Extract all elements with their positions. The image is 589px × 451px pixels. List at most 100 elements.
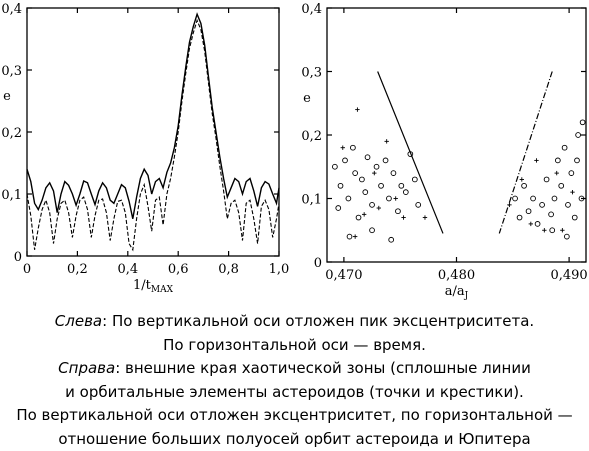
asteroid-circle-point: [337, 182, 344, 189]
asteroid-circle-point: [345, 195, 352, 202]
x-axis-label-subscript: J: [464, 291, 469, 300]
caption-left-label: Слева: [54, 312, 103, 330]
asteroid-circle-point: [530, 195, 536, 202]
asteroid-cross-point: [534, 158, 539, 163]
asteroid-circle-point: [551, 195, 558, 202]
asteroid-circle-point: [549, 227, 556, 234]
asteroid-circle-point: [411, 176, 418, 183]
caption-line-3: Справа: внешние края хаотической зоны (с…: [0, 357, 589, 381]
asteroid-cross-point: [384, 139, 389, 144]
asteroid-circle-point: [355, 214, 362, 221]
asteroid-circle-point: [388, 236, 395, 243]
asteroid-cross-point: [352, 234, 358, 239]
caption-line-6: отношение больших полуосей орбит астерои…: [58, 429, 531, 448]
asteroid-circle-point: [390, 170, 397, 176]
asteroid-circle-point: [516, 214, 523, 221]
y-tick-label: 0: [14, 250, 22, 265]
asteroid-circle-point: [398, 182, 405, 189]
x-tick-label: 0: [23, 262, 31, 277]
asteroid-circle-point: [364, 154, 371, 161]
asteroid-circle-point: [352, 170, 359, 176]
asteroid-cross-point: [393, 196, 398, 201]
asteroid-circle-point: [415, 202, 422, 208]
asteroid-circle-point: [402, 189, 409, 196]
chaotic-zone-edge-line: [377, 71, 444, 234]
asteroid-circle-point: [571, 214, 578, 221]
asteroid-cross-point: [355, 107, 360, 112]
series-dashed-line: [26, 18, 280, 252]
x-axis-label: a/aJ: [445, 284, 469, 300]
right-chart: 0 0,1 0,2 0,3 0,4 0,470 0,480 0,490 e a/aJ: [301, 2, 587, 300]
y-tick-label: 0,2: [301, 129, 322, 144]
asteroid-cross-point: [340, 145, 345, 150]
asteroid-circle-point: [564, 233, 570, 240]
asteroid-cross-point: [376, 205, 381, 211]
asteroid-circle-point: [561, 144, 568, 151]
asteroid-cross-point: [361, 212, 367, 217]
asteroid-circle-point: [350, 144, 356, 151]
asteroid-circle-point: [346, 233, 353, 240]
asteroid-cross-point: [401, 215, 406, 220]
asteroid-circle-point: [369, 227, 375, 234]
x-axis-label-main: a/a: [445, 284, 465, 299]
x-axis-label: 1/tMAX: [133, 278, 174, 295]
caption-line-1-text: : По вертикальной оси отложен пик эксцен…: [102, 312, 535, 330]
asteroid-cross-point: [528, 221, 534, 227]
asteroid-circle-point: [373, 163, 380, 170]
asteroid-cross-point: [422, 215, 428, 220]
asteroid-circle-point: [386, 195, 392, 202]
asteroid-circle-point: [362, 189, 369, 196]
asteroid-cross-point: [554, 170, 559, 176]
x-tick-label: 0,4: [117, 262, 138, 277]
asteroid-circle-point: [407, 151, 414, 157]
asteroid-cross-point: [507, 202, 512, 208]
x-tick-label: 0,6: [168, 262, 189, 277]
asteroid-circle-point: [382, 157, 389, 164]
asteroid-circle-point: [369, 202, 375, 208]
asteroid-circle-point: [534, 221, 541, 227]
asteroid-cross-point: [372, 170, 377, 176]
asteroid-circle-point: [332, 163, 338, 170]
asteroid-circle-point: [568, 170, 575, 176]
asteroid-cross-point: [570, 189, 575, 195]
asteroid-circle-point: [539, 202, 545, 208]
x-tick-label: 0,2: [67, 262, 88, 277]
y-axis-label: e: [303, 91, 311, 106]
y-axis-label: e: [3, 89, 11, 104]
y-tick-label: 0,1: [301, 193, 322, 208]
asteroid-circle-point: [548, 211, 554, 218]
y-tick-label: 0,4: [301, 2, 322, 17]
asteroid-circle-point: [521, 182, 527, 189]
asteroid-circle-point: [565, 202, 571, 208]
asteroid-circle-point: [579, 119, 586, 126]
x-axis-label-main: 1/t: [133, 278, 152, 293]
caption-line-2: По горизонтальной оси — время.: [163, 335, 426, 354]
asteroid-circle-point: [335, 205, 342, 211]
asteroid-circle-point: [395, 208, 401, 215]
caption-right-label: Справа: [58, 359, 116, 377]
caption-line-1: Слева: По вертикальной оси отложен пик э…: [0, 310, 589, 334]
y-tick-label: 0: [314, 256, 322, 271]
plot-frame: [326, 7, 587, 263]
caption-line-4: и орбитальные элементы астероидов (точки…: [65, 382, 524, 401]
asteroid-circle-point: [359, 176, 365, 183]
asteroid-cross-point: [542, 228, 547, 233]
caption-line-5: По вертикальной оси отложен эксцентрисит…: [16, 406, 573, 424]
figure: 00,10,20,30,40 0,2 0,4 0,6 0,8 1,0e1/tMAX 00,…: [1, 2, 587, 300]
x-tick-label: 0,8: [218, 262, 239, 277]
x-tick-label: 0,480: [438, 268, 475, 283]
y-tick-label: 0,4: [1, 2, 22, 17]
y-tick-label: 0,3: [301, 66, 322, 81]
asteroid-circle-point: [525, 208, 532, 215]
asteroid-circle-point: [512, 195, 518, 202]
left-chart: 0 0,1 0,2 0,3 0,4 0 0,2 0,4 0,6 0,8 1,0 e 1/tMAX: [1, 2, 289, 295]
asteroid-circle-point: [378, 182, 384, 189]
y-tick-label: 0,2: [1, 126, 22, 141]
x-tick-label: 0,470: [325, 268, 362, 283]
asteroid-circle-point: [558, 182, 565, 189]
chaotic-zone-edge-line: [498, 71, 553, 234]
caption-line-3-text: : внешние края хаотической зоны (сплошны…: [115, 359, 531, 377]
asteroid-circle-point: [574, 157, 580, 164]
y-tick-label: 0,3: [1, 64, 22, 79]
asteroid-circle-point: [575, 132, 581, 138]
